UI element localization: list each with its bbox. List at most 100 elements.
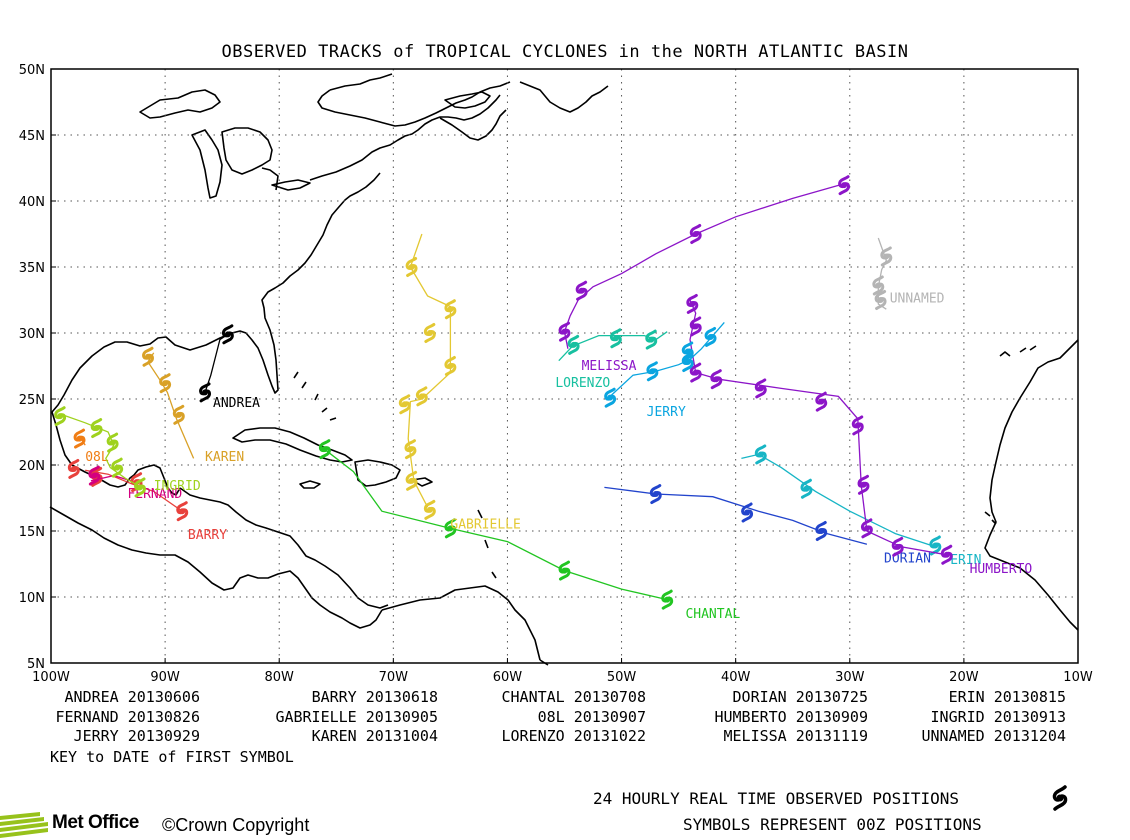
hurricane-symbol-icon [815,521,828,541]
hurricane-symbol-icon [754,444,767,465]
key-storm-date: 20130913 [984,707,1066,726]
key-entry-jerry: JERRY 20130929 [0,727,200,745]
storm-track-unnamed: UNNAMED [872,237,945,310]
storm-label: BARRY [188,528,227,543]
hurricane-symbol-icon [444,299,457,320]
key-storm-name: LORENZO [501,727,565,745]
key-entry-08l: 08L 20130907 [446,708,646,726]
hurricane-symbol-icon [891,536,904,557]
key-storm-name: GABRIELLE [275,707,357,726]
key-storm-name: ANDREA [64,688,119,706]
key-storm-name: HUMBERTO [714,707,787,726]
key-storm-date: 20130708 [564,688,646,706]
met-office-brand: Met Office [52,812,139,833]
key-entry-erin: ERIN 20130815 [866,688,1066,706]
track-line [609,321,725,397]
track-line [318,444,668,601]
key-entry-dorian: DORIAN 20130725 [668,688,868,706]
storm-tracks: ANDREA BARRY CHANTAL DORIAN ERIN FERNAND GABRI… [54,175,1032,622]
hurricane-symbol-icon [800,478,813,499]
hurricane-symbol-icon [689,362,702,383]
hurricane-symbol-icon [646,361,659,382]
hurricane-symbol-icon [681,341,694,362]
lat-tick-label: 45N [19,129,45,144]
track-map: ANDREA BARRY CHANTAL DORIAN ERIN FERNAND GABRI… [19,63,1093,685]
lat-tick-label: 35N [19,261,45,276]
storm-label: UNNAMED [890,292,945,307]
hurricane-symbol-icon [940,544,953,565]
storm-track-08l: 08L [73,428,109,465]
storm-track-gabrielle: GABRIELLE [398,233,521,532]
hurricane-symbol-icon [415,386,428,407]
storm-track-jerry: JERRY [604,321,725,420]
storm-label: FERNAND [127,487,182,502]
track-line [604,486,868,545]
lon-tick-label: 50W [607,670,637,685]
hurricane-symbol-icon [558,321,571,342]
key-entry-gabrielle: GABRIELLE 20130905 [238,708,438,726]
key-note: KEY to DATE of FIRST SYMBOL [50,748,294,766]
hurricane-symbol-icon [405,257,418,277]
lat-tick-label: 15N [19,525,45,540]
key-entry-fernand: FERNAND 20130826 [0,707,201,726]
footer-symbols-note: SYMBOLS REPRESENT 00Z POSITIONS [683,815,982,834]
key-entry-lorenzo: LORENZO 20131022 [446,727,647,745]
key-storm-name: 08L [537,707,565,726]
key-entry-melissa: MELISSA 20131119 [668,727,869,745]
hurricane-symbol-icon [689,316,702,337]
hurricane-symbol-icon [444,518,457,539]
key-entry-unnamed: UNNAMED 20131204 [866,727,1067,745]
key-storm-name: UNNAMED [921,727,985,745]
hurricane-symbol-icon [704,326,717,347]
hurricane-symbol-icon [604,387,617,408]
storm-label: DORIAN [884,552,931,567]
key-entry-barry: BARRY 20130618 [238,688,438,706]
hurricane-symbol-icon [423,499,436,520]
key-row: FERNAND 20130826 GABRIELLE 20130905 08L 20… [40,708,1080,728]
hurricane-symbol-icon [90,418,103,439]
hurricane-symbol-icon [73,428,86,449]
hurricane-symbol-icon [609,328,622,349]
hurricane-symbol-icon [710,369,723,390]
map-title: OBSERVED TRACKS of TROPICAL CYCLONES in … [221,42,909,62]
key-storm-date: 20130826 [118,707,200,726]
key-storm-date: 20131022 [564,727,646,745]
key-storm-name: MELISSA [723,727,787,745]
lat-tick-label: 50N [19,63,45,78]
hurricane-symbol-icon [689,224,702,244]
hurricane-symbol-icon [172,404,185,425]
storm-track-andrea: ANDREA [199,324,260,411]
track-line [563,183,845,349]
lon-tick-label: 10W [1063,670,1093,685]
hurricane-symbol-icon [54,406,67,427]
hurricane-symbol-icon [872,275,885,296]
key-entry-chantal: CHANTAL 20130708 [446,688,647,706]
hurricane-symbol-icon [681,352,694,373]
hurricane-symbol-icon [444,356,457,376]
lat-tick-label: 30N [19,327,45,342]
key-storm-date: 20130815 [984,688,1066,706]
storm-track-fernand: FERNAND [88,465,182,502]
track-line [407,233,452,508]
key-storm-date: 20130907 [564,707,646,726]
key-row: JERRY 20130929 KAREN 20131004 LORENZO 2013… [40,727,1080,747]
hurricane-symbol-icon [857,474,870,495]
track-line [741,453,936,548]
lon-tick-label: 100W [32,670,70,685]
key-entry-andrea: ANDREA 20130606 [0,688,200,706]
graticule [51,69,1078,663]
hurricane-symbol-icon [645,329,658,350]
lon-tick-label: 20W [949,670,979,685]
key-storm-name: INGRID [930,707,985,726]
lon-tick-label: 60W [493,670,523,685]
storm-track-chantal: CHANTAL [318,439,740,622]
storm-track-dorian: DORIAN [604,484,931,567]
hurricane-symbol-icon [661,589,674,610]
hurricane-symbol-icon [754,378,767,399]
map-frame [50,68,1079,664]
key-storm-date: 20130909 [786,707,868,726]
key-entry-ingrid: INGRID 20130913 [866,708,1066,726]
storm-track-melissa: MELISSA [558,175,851,374]
hurricane-symbol-icon [575,280,588,301]
